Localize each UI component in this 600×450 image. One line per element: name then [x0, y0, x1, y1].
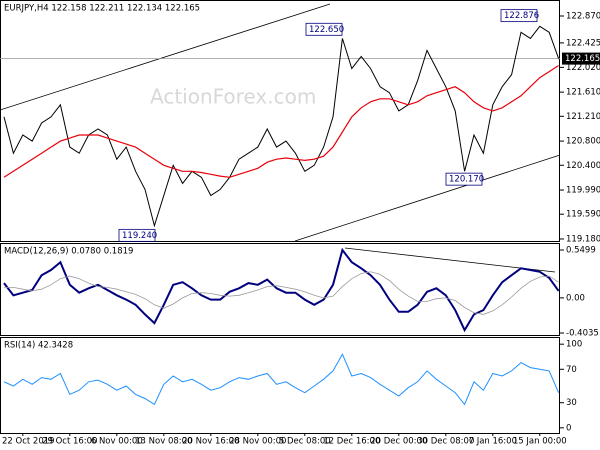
x-tick-label: 28 Nov 00:00: [229, 437, 286, 447]
x-tick-label: 20 Dec 00:00: [370, 437, 427, 447]
series-line: [4, 271, 559, 315]
y-tick-label: 121.210: [566, 112, 600, 122]
macd-panel: [0, 243, 560, 336]
y-tick-label: 30: [566, 398, 577, 408]
x-tick-label: 15 Jan 00:00: [513, 437, 567, 447]
x-tick-label: 7 Jan 16:00: [469, 437, 517, 447]
annotation-box: [118, 228, 156, 242]
y-tick-label: 119.990: [566, 186, 600, 196]
annotation-label: 122.876: [504, 11, 539, 21]
y-tick-label: 120.400: [566, 161, 600, 171]
watermark: ActionForex.com: [150, 85, 316, 109]
x-tick-label: 30 Dec 08:00: [417, 437, 474, 447]
y-tick-label: 0.00: [566, 293, 585, 303]
y-tick-label: 119.590: [566, 210, 600, 220]
y-tick-label: -0.4035: [566, 328, 599, 338]
series-line: [3, 247, 560, 333]
price-box: [562, 52, 600, 65]
annotation-box: [305, 22, 343, 36]
chart-title: EURJPY,H4 122.158 122.211 122.134 122.16…: [4, 4, 200, 14]
trend-line: [0, 3, 331, 111]
y-tick-label: 122.020: [566, 63, 600, 73]
annotation-label: 120.170: [449, 175, 484, 185]
annotation-label: 119.240: [122, 231, 157, 241]
annotation-box: [500, 9, 538, 23]
x-tick-label: 13 Nov 08:00: [135, 437, 192, 447]
price-label: 122.165: [565, 54, 600, 64]
series-line: [3, 25, 560, 228]
y-tick-label: 119.180: [566, 234, 600, 244]
annotation-box: [445, 172, 483, 186]
x-tick-label: 5 Dec 08:00: [279, 437, 331, 447]
y-tick-label: 122.425: [566, 38, 600, 48]
x-tick-label: 12 Dec 16:00: [323, 437, 380, 447]
y-tick-label: 100: [566, 340, 582, 350]
trend-line: [294, 154, 561, 242]
series-line: [3, 64, 559, 178]
y-tick-label: 0: [566, 423, 571, 433]
x-tick-label: 6 Nov 00:00: [91, 437, 143, 447]
annotation-label: 122.650: [309, 25, 344, 35]
panel-title: RSI(14) 42.3428: [4, 341, 73, 351]
x-tick-label: 20 Nov 16:00: [182, 437, 239, 447]
y-tick-label: 121.610: [566, 88, 600, 98]
y-tick-label: 120.800: [566, 137, 600, 147]
y-tick-label: 70: [566, 365, 577, 375]
x-tick-label: 29 Oct 16:00: [42, 437, 97, 447]
panel-title: MACD(12,26,9) 0.0780 0.1819: [4, 247, 133, 257]
rsi-panel: [0, 337, 560, 434]
y-tick-label: 0.5499: [566, 246, 596, 256]
series-line: [3, 353, 560, 406]
price-panel: [0, 0, 560, 242]
x-tick-label: 22 Oct 2019: [2, 437, 55, 447]
y-tick-label: 122.870: [566, 11, 600, 21]
